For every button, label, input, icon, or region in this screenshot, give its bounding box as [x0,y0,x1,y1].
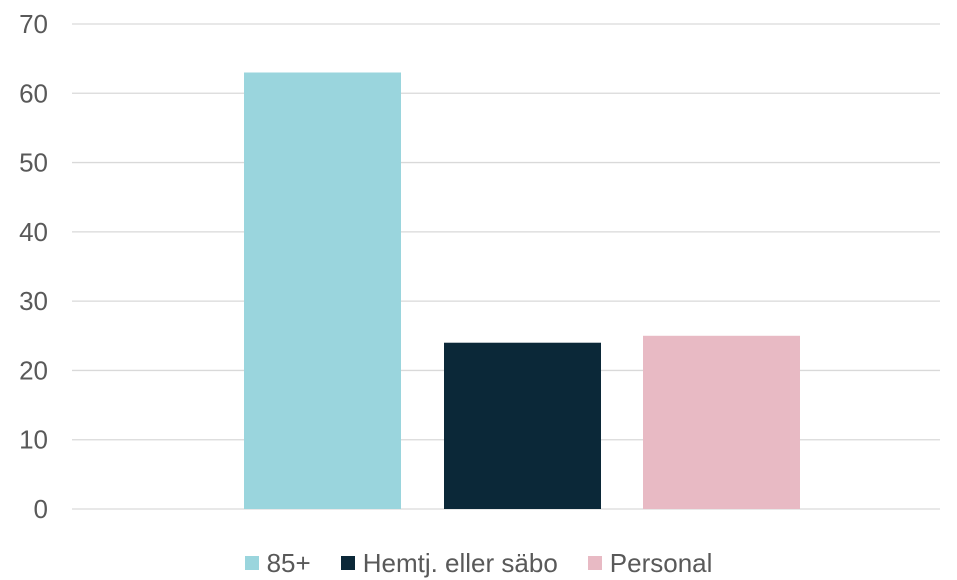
y-tick-label: 60 [19,78,48,108]
legend-swatch [244,556,259,570]
y-tick-label: 30 [19,286,48,316]
legend-item-85plus: 85+ [244,548,311,578]
bars [244,72,800,509]
y-tick-label: 40 [19,217,48,247]
bar [244,72,401,509]
legend-swatch [340,556,355,570]
legend-label: 85+ [266,548,311,578]
y-tick-label: 20 [19,355,48,385]
legend-label: Hemtj. eller säbo [362,548,558,578]
legend-swatch [587,556,602,570]
legend: 85+ Hemtj. eller säbo Personal [0,546,957,580]
y-tick-label: 50 [19,148,48,178]
bar [643,335,800,509]
y-tick-label: 70 [19,9,48,39]
legend-label: Personal [609,548,713,578]
y-axis: 0 10 20 30 40 50 60 70 [19,9,48,524]
legend-item-hemtj: Hemtj. eller säbo [340,548,558,578]
bar [444,342,601,509]
y-tick-label: 10 [19,425,48,455]
legend-item-personal: Personal [587,548,713,578]
y-tick-label: 0 [34,494,48,524]
